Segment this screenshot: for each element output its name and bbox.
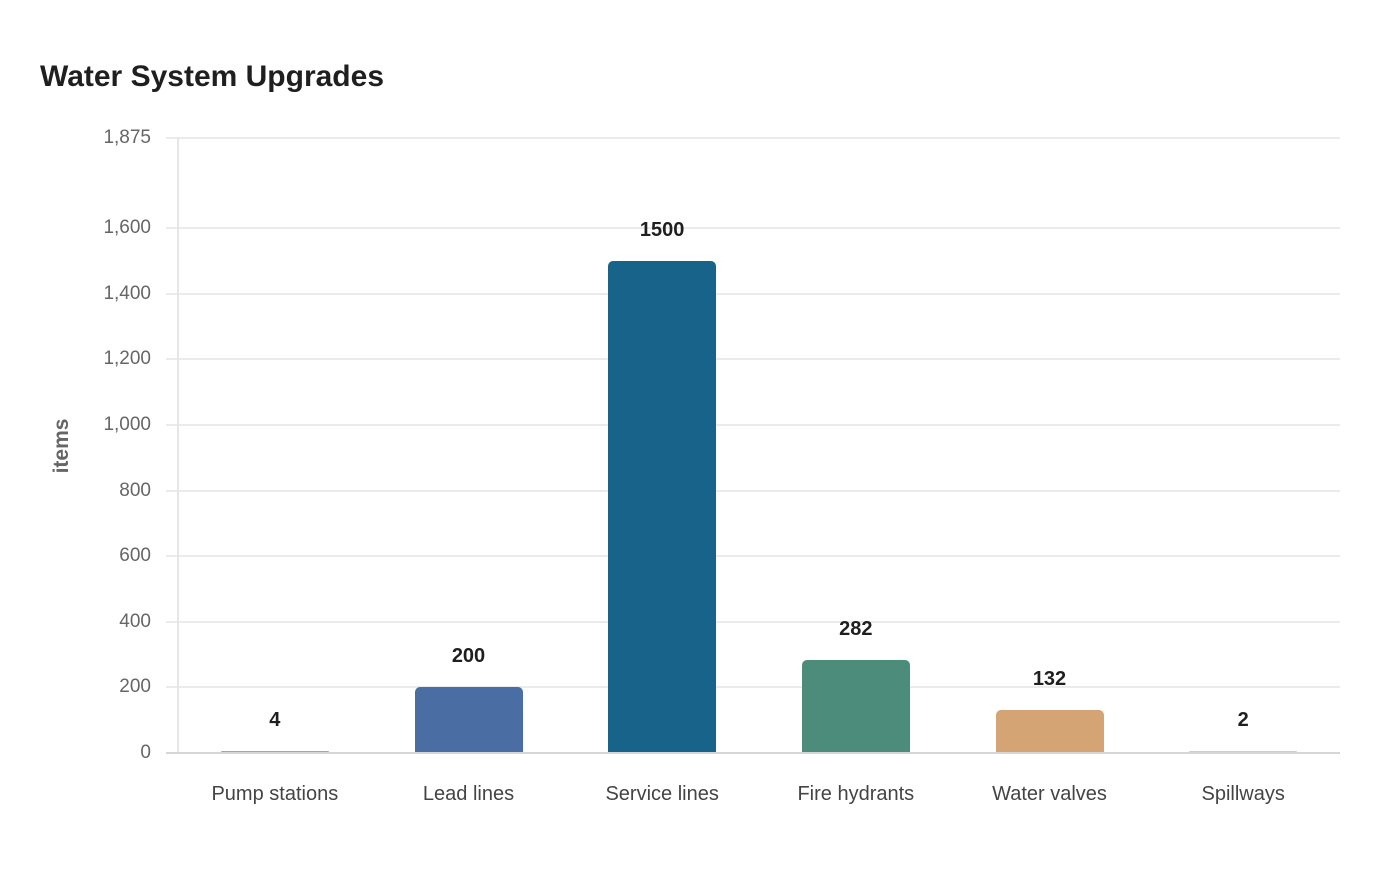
x-tick-label: Fire hydrants xyxy=(797,783,915,805)
x-tick-label: Spillways xyxy=(1201,783,1285,805)
y-tick-label: 1,600 xyxy=(103,217,151,238)
gridline xyxy=(166,620,1340,623)
x-tick-label: Water valves xyxy=(992,783,1107,805)
gridline xyxy=(166,227,1340,229)
bar-water-valves[interactable] xyxy=(995,709,1104,753)
x-tick-label: Pump stations xyxy=(211,783,339,805)
y-axis-line xyxy=(177,137,179,754)
bar-value-label: 200 xyxy=(451,645,486,668)
y-tick-label: 800 xyxy=(119,479,151,501)
gridline xyxy=(166,686,1340,689)
gridline xyxy=(166,136,1340,139)
chart-title: Water System Upgrades xyxy=(40,60,385,93)
bar-value-label: 132 xyxy=(1032,667,1067,690)
y-tick-label: 1,875 xyxy=(103,126,151,148)
y-tick-label: 200 xyxy=(119,676,151,698)
x-tick-label: Lead lines xyxy=(422,783,515,805)
gridline xyxy=(166,292,1340,295)
bar-service-lines[interactable] xyxy=(608,260,717,753)
x-axis-line xyxy=(166,752,1340,754)
y-tick-label: 1,000 xyxy=(103,413,151,435)
gridline xyxy=(166,489,1340,492)
y-tick-label: 0 xyxy=(140,742,151,763)
bar-lead-lines[interactable] xyxy=(414,687,523,753)
y-tick-label: 600 xyxy=(119,545,151,567)
bar-value-label: 4 xyxy=(269,709,281,731)
y-tick-label: 400 xyxy=(119,610,151,632)
bar-value-label: 1500 xyxy=(639,218,685,241)
y-axis-label: items xyxy=(50,418,73,474)
gridline xyxy=(166,423,1340,426)
y-tick-label: 1,200 xyxy=(103,348,151,370)
bar-fire-hydrants[interactable] xyxy=(801,660,910,753)
gridline xyxy=(166,358,1340,361)
gridline xyxy=(166,555,1340,558)
x-tick-label: Service lines xyxy=(605,783,719,805)
bar-value-label: 2 xyxy=(1237,709,1249,731)
y-tick-label: 1,400 xyxy=(103,282,151,304)
bar-value-label: 282 xyxy=(839,618,873,641)
